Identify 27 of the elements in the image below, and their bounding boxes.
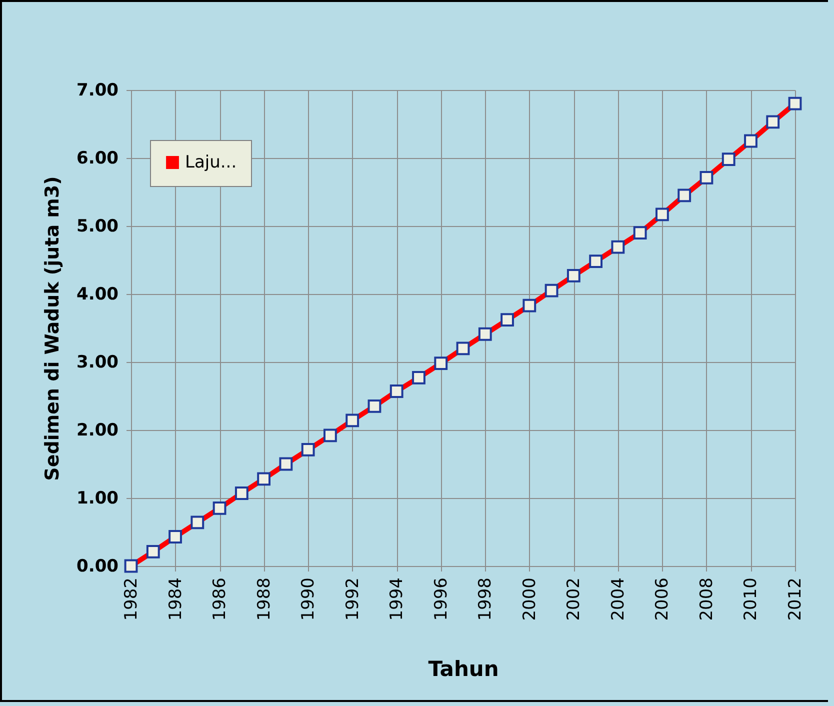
x-tick-label: 1982	[122, 578, 142, 621]
y-tick-label: 4.00	[76, 284, 119, 304]
x-tick-label: 1984	[166, 578, 186, 621]
x-tick-label: 1988	[254, 578, 274, 621]
x-tick-label: 2004	[608, 578, 628, 621]
x-tick-label: 1990	[298, 578, 319, 621]
y-tick-label: 0.00	[76, 556, 119, 576]
x-tick-label: 2002	[564, 578, 584, 621]
y-axis-title: Sedimen di Waduk (juta m3)	[42, 176, 64, 481]
y-tick-label: 3.00	[76, 352, 119, 372]
x-tick-label: 2008	[696, 578, 717, 621]
y-tick-label: 7.00	[76, 80, 119, 100]
x-tick-label: 1996	[431, 578, 452, 621]
x-tick-label: 2012	[786, 578, 806, 621]
y-tick-label: 1.00	[76, 488, 119, 508]
y-tick-label: 2.00	[76, 420, 119, 440]
x-tick-label: 1998	[476, 578, 496, 621]
y-tick-label: 5.00	[76, 216, 119, 236]
legend-label: Laju...	[185, 152, 237, 172]
x-tick-label: 1986	[210, 578, 230, 621]
x-tick-label: 2010	[741, 578, 762, 621]
y-tick-label: 6.00	[76, 148, 119, 168]
x-tick-label: 2000	[520, 578, 540, 621]
x-tick-label: 1992	[342, 578, 363, 621]
x-tick-label: 2006	[652, 578, 673, 621]
x-axis-title: Tahun	[428, 656, 499, 681]
x-tick-label: 1994	[387, 578, 408, 621]
